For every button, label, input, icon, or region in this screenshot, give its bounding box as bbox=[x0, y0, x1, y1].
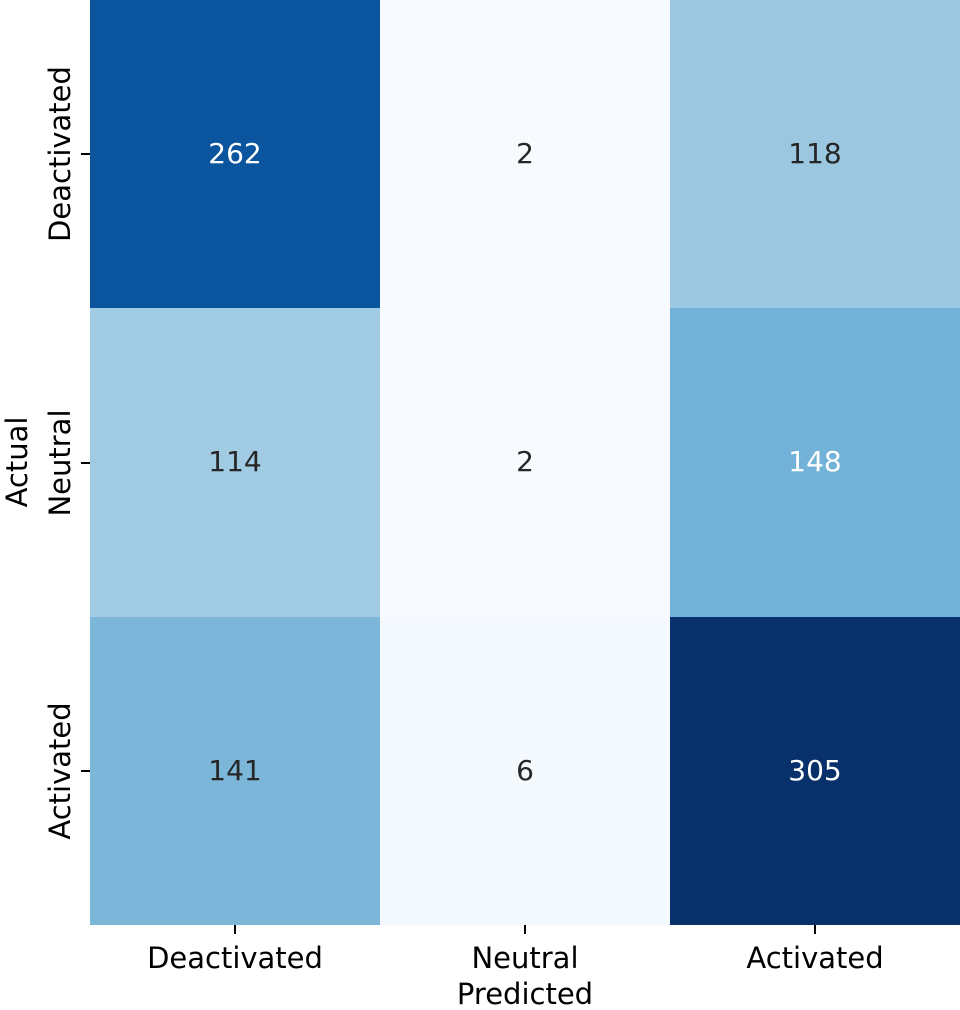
cell-value: 6 bbox=[516, 753, 534, 787]
x-tick-mark bbox=[234, 925, 236, 934]
y-tick-mark bbox=[81, 461, 90, 464]
x-axis-label: Predicted bbox=[456, 977, 594, 1010]
y-tick-mark bbox=[81, 769, 90, 772]
heatmap-cell-deactivated-activated: 118 bbox=[670, 0, 960, 309]
heatmap-cell-neutral-deactivated: 114 bbox=[90, 308, 380, 617]
cell-value: 118 bbox=[788, 137, 842, 171]
heatmap-cell-activated-activated: 305 bbox=[670, 616, 960, 925]
y-axis-label: Actual bbox=[0, 416, 34, 508]
heatmap-cell-neutral-neutral: 2 bbox=[380, 308, 670, 617]
heatmap-cell-deactivated-deactivated: 262 bbox=[90, 0, 380, 309]
heatmap-cell-deactivated-neutral: 2 bbox=[380, 0, 670, 309]
x-tick-label-deactivated: Deactivated bbox=[147, 941, 323, 975]
heatmap-plot: 262 2 118 114 2 148 141 6 305 bbox=[90, 0, 960, 925]
cell-value: 148 bbox=[788, 445, 842, 479]
heatmap-cell-activated-neutral: 6 bbox=[380, 616, 670, 925]
heatmap-cell-activated-deactivated: 141 bbox=[90, 616, 380, 925]
y-tick-label-activated: Activated bbox=[43, 702, 77, 840]
cell-value: 2 bbox=[516, 137, 534, 171]
cell-value: 114 bbox=[208, 445, 262, 479]
cell-value: 2 bbox=[516, 445, 534, 479]
x-tick-mark bbox=[524, 925, 526, 934]
cell-value: 305 bbox=[788, 753, 842, 787]
heatmap-cell-neutral-activated: 148 bbox=[670, 308, 960, 617]
cell-value: 141 bbox=[208, 753, 262, 787]
y-tick-mark bbox=[81, 153, 90, 156]
x-tick-label-activated: Activated bbox=[746, 941, 884, 975]
y-tick-label-neutral: Neutral bbox=[43, 408, 77, 517]
cell-value: 262 bbox=[208, 137, 262, 171]
x-tick-mark bbox=[814, 925, 816, 934]
y-tick-label-deactivated: Deactivated bbox=[43, 66, 77, 243]
x-tick-label-neutral: Neutral bbox=[471, 941, 579, 975]
